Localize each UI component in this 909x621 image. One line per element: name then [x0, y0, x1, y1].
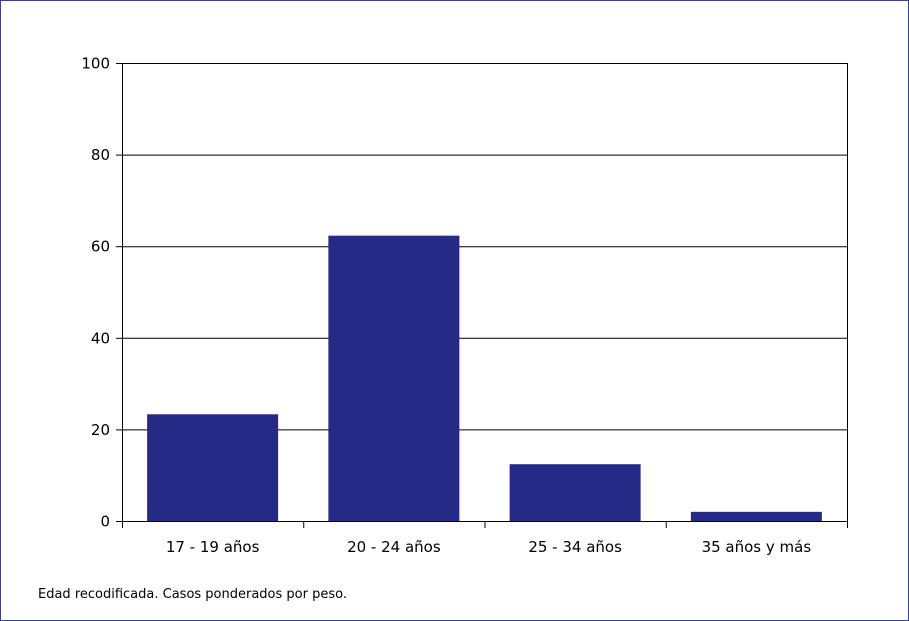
- footnote: Edad recodificada. Casos ponderados por …: [38, 587, 347, 602]
- bar-1: [147, 414, 279, 521]
- bars: [147, 235, 822, 521]
- x-tick-label: 35 años y más: [702, 538, 812, 556]
- y-tick-label: 80: [91, 146, 110, 164]
- y-tick-label: 0: [100, 513, 110, 531]
- y-tick-label: 40: [91, 329, 110, 347]
- y-tick-label: 100: [81, 55, 110, 73]
- gridlines: [122, 63, 847, 431]
- bar-2: [328, 235, 460, 521]
- x-tick-label: 17 - 19 años: [166, 538, 260, 556]
- x-tick-label: 20 - 24 años: [347, 538, 441, 556]
- bar-4: [690, 511, 822, 521]
- x-tick-label: 25 - 34 años: [528, 538, 622, 556]
- y-tick-labels: 0 20 40 60 80 100: [81, 55, 110, 531]
- bar-3: [509, 464, 641, 521]
- axes: [116, 63, 848, 528]
- y-tick-label: 60: [91, 238, 110, 256]
- bar-chart: 0 20 40 60 80 100 17 - 19 años 20 - 24 años 25 …: [81, 55, 848, 556]
- x-tick-labels: 17 - 19 años 20 - 24 años 25 - 34 años 35 a…: [166, 538, 812, 556]
- y-tick-label: 20: [91, 421, 110, 439]
